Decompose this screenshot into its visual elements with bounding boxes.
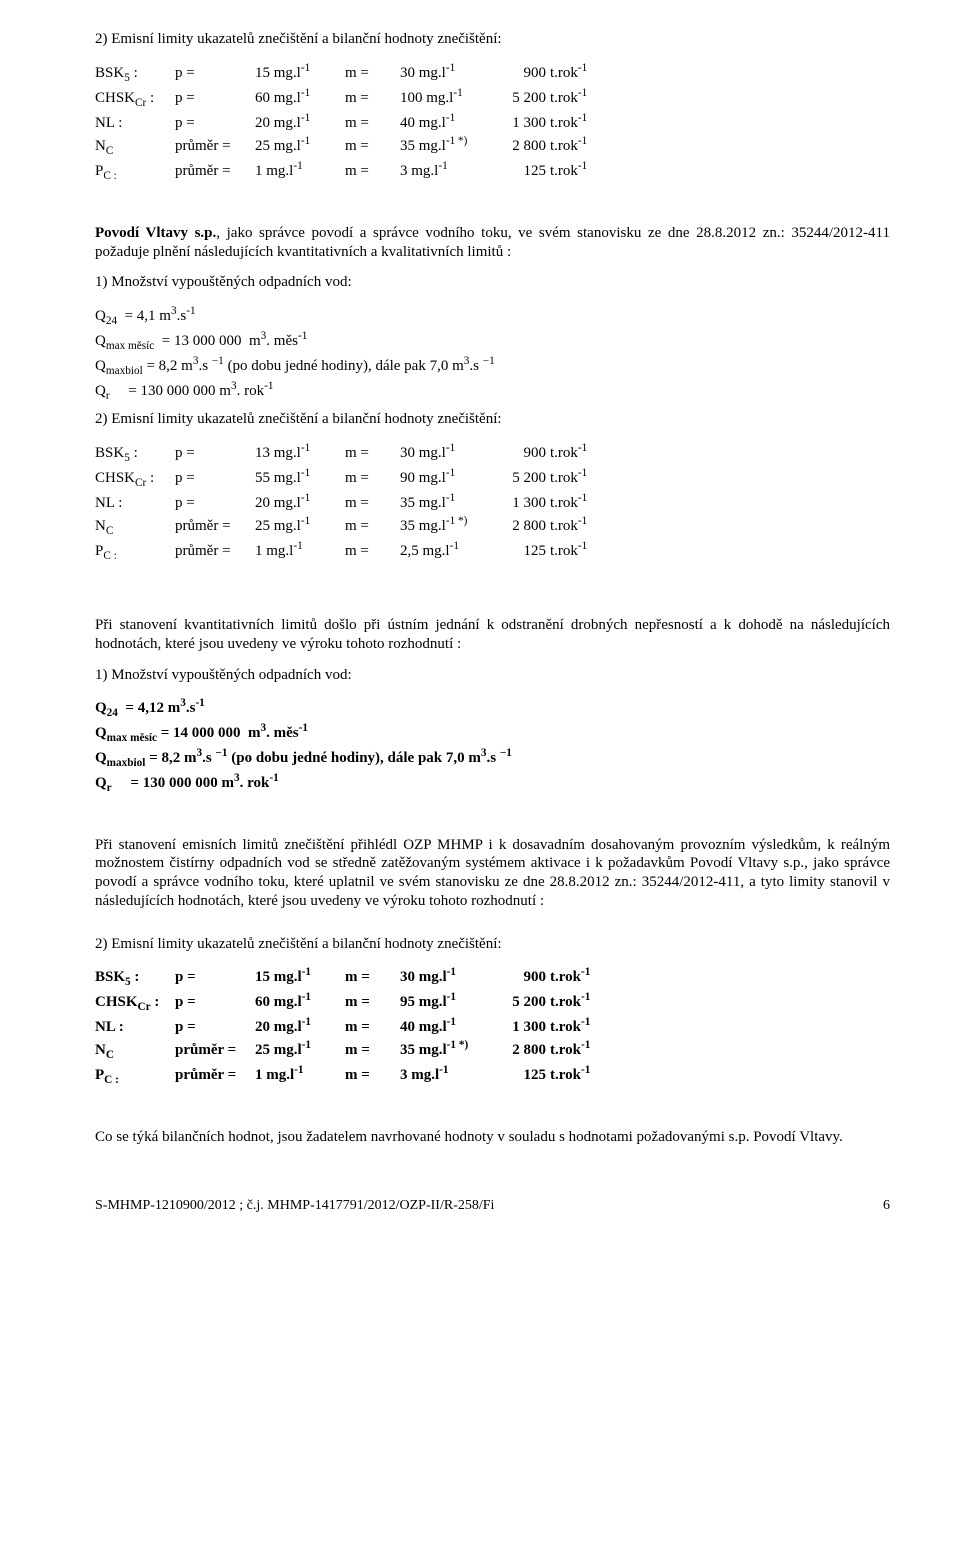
limits-table-1: BSK5 :p =15 mg.l-1m =30 mg.l-1900t.rok-1… [95,61,610,184]
s5-p1: Co se týká bilančních hodnot, jsou žadat… [95,1128,890,1147]
section-2: Povodí Vltavy s.p., jako správce povodí … [95,224,890,564]
limit-row: NL :p =20 mg.l-1m =35 mg.l-11 300t.rok-1 [95,491,610,514]
limit-row: CHSKCr :p =55 mg.l-1m =90 mg.l-15 200t.r… [95,466,610,491]
limit-row: NCprůměr =25 mg.l-1m =35 mg.l-1 *)2 800t… [95,514,610,539]
section-3: Při stanovení kvantitativních limitů doš… [95,616,890,796]
qmaxmesic-b: Qmax měsíc = 14 000 000 m3. měs-1 [95,721,890,745]
footer-left: S-MHMP-1210900/2012 ; č.j. MHMP-1417791/… [95,1197,494,1215]
heading-1: 2) Emisní limity ukazatelů znečištění a … [95,30,890,49]
footer: S-MHMP-1210900/2012 ; č.j. MHMP-1417791/… [95,1197,890,1215]
limit-row: PC :průměr =1 mg.l-1m =2,5 mg.l-1125t.ro… [95,539,610,564]
q24b: Q24 = 4,12 m3.s-1 [95,696,890,720]
s4-h2: 2) Emisní limity ukazatelů znečištění a … [95,935,890,954]
q24: Q24 = 4,1 m3.s-1 [95,304,890,328]
limit-row: PC :průměr =1 mg.l-1m =3 mg.l-1125t.rok-… [95,159,610,184]
s2-h2: 2) Emisní limity ukazatelů znečištění a … [95,410,890,429]
limit-row: CHSKCr :p =60 mg.l-1m =100 mg.l-15 200t.… [95,86,610,111]
s3-h1: 1) Množství vypouštěných odpadních vod: [95,666,890,685]
limit-row: PC :průměr =1 mg.l-1m =3 mg.l-1125t.rok-… [95,1063,610,1088]
limit-row: NCprůměr =25 mg.l-1m =35 mg.l-1 *)2 800t… [95,1038,610,1063]
limits-table-2: BSK5 :p =13 mg.l-1m =30 mg.l-1900t.rok-1… [95,441,610,564]
povodi-bold: Povodí Vltavy s.p. [95,225,216,241]
qmaxbiol: Qmaxbiol = 8,2 m3.s −1 (po dobu jedné ho… [95,354,890,378]
qmaxmesic: Qmax měsíc = 13 000 000 m3. měs-1 [95,329,890,353]
section-5: Co se týká bilančních hodnot, jsou žadat… [95,1128,890,1147]
page-number: 6 [883,1197,890,1215]
s4-p1: Při stanovení emisních limitů znečištění… [95,836,890,911]
s2-h1: 1) Množství vypouštěných odpadních vod: [95,273,890,292]
limit-row: NCprůměr =25 mg.l-1m =35 mg.l-1 *)2 800t… [95,134,610,159]
limit-row: NL :p =20 mg.l-1m =40 mg.l-11 300t.rok-1 [95,1015,610,1038]
qr-b: Qr = 130 000 000 m3. rok-1 [95,771,890,795]
limit-row: BSK5 :p =15 mg.l-1m =30 mg.l-1900t.rok-1 [95,61,610,86]
limit-row: NL :p =20 mg.l-1m =40 mg.l-11 300t.rok-1 [95,111,610,134]
qr: Qr = 130 000 000 m3. rok-1 [95,379,890,403]
limits-table-3: BSK5 :p =15 mg.l-1m =30 mg.l-1900t.rok-1… [95,965,610,1088]
limit-row: BSK5 :p =15 mg.l-1m =30 mg.l-1900t.rok-1 [95,965,610,990]
limit-row: BSK5 :p =13 mg.l-1m =30 mg.l-1900t.rok-1 [95,441,610,466]
para-povodi: Povodí Vltavy s.p., jako správce povodí … [95,224,890,262]
qmaxbiol-b: Qmaxbiol = 8,2 m3.s −1 (po dobu jedné ho… [95,746,890,770]
s3-p1: Při stanovení kvantitativních limitů doš… [95,616,890,654]
limit-row: CHSKCr :p =60 mg.l-1m =95 mg.l-15 200t.r… [95,990,610,1015]
section-4: Při stanovení emisních limitů znečištění… [95,836,890,1089]
section-1: 2) Emisní limity ukazatelů znečištění a … [95,30,890,184]
